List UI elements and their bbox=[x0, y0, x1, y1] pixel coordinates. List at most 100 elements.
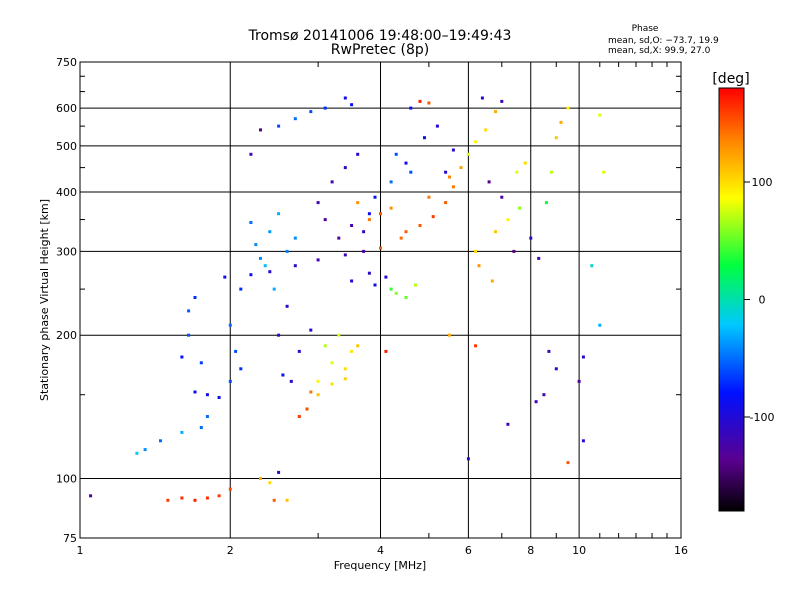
data-point bbox=[590, 264, 594, 268]
data-point bbox=[217, 396, 221, 399]
data-point bbox=[389, 206, 393, 210]
data-point bbox=[297, 415, 301, 418]
data-point bbox=[166, 498, 170, 502]
data-point bbox=[343, 96, 347, 100]
data-point bbox=[542, 393, 546, 397]
data-point bbox=[350, 279, 354, 283]
y-tick-label: 75 bbox=[63, 532, 77, 545]
colorbar-label: [deg] bbox=[712, 71, 749, 87]
chart-subtitle: RwPretec (8p) bbox=[331, 42, 429, 58]
data-point bbox=[228, 323, 232, 327]
data-point bbox=[187, 309, 191, 313]
data-point bbox=[259, 128, 262, 132]
x-tick-label: 6 bbox=[465, 544, 472, 557]
data-point bbox=[423, 136, 426, 140]
data-point bbox=[448, 175, 451, 179]
data-point bbox=[566, 461, 570, 465]
data-point bbox=[337, 333, 341, 337]
data-point bbox=[577, 379, 581, 383]
stats-x-line: mean, sd,X: 99.9, 27.0 bbox=[608, 46, 711, 56]
data-point bbox=[277, 212, 281, 216]
data-point bbox=[448, 333, 451, 337]
data-point bbox=[337, 236, 341, 240]
data-point bbox=[180, 355, 184, 359]
data-point bbox=[217, 494, 221, 498]
data-point bbox=[277, 333, 281, 337]
data-point bbox=[193, 390, 197, 394]
data-point bbox=[534, 400, 538, 404]
data-point bbox=[474, 249, 477, 253]
data-point bbox=[451, 148, 455, 152]
data-point bbox=[249, 273, 253, 277]
x-tick-label: 1 bbox=[77, 544, 84, 557]
data-point bbox=[272, 287, 276, 291]
colorbar-ticks: 100 0 -100 bbox=[744, 176, 774, 424]
data-point bbox=[559, 120, 563, 124]
data-point bbox=[268, 230, 272, 234]
data-point bbox=[350, 103, 354, 107]
data-point bbox=[581, 355, 585, 359]
x-tick-label: 2 bbox=[227, 544, 234, 557]
data-point bbox=[228, 487, 232, 491]
data-point bbox=[484, 128, 488, 132]
stats-o-line: mean, sd,O: −73.7, 19.9 bbox=[608, 36, 719, 46]
data-point bbox=[293, 117, 297, 121]
data-point bbox=[435, 124, 439, 128]
data-point bbox=[494, 230, 497, 234]
x-axis-label: Frequency [MHz] bbox=[334, 559, 426, 572]
data-point bbox=[427, 195, 431, 199]
data-point bbox=[259, 477, 262, 480]
colorbar bbox=[718, 87, 745, 512]
y-tick-label: 100 bbox=[56, 473, 77, 486]
data-point bbox=[343, 253, 347, 257]
chart-title: Tromsø 20141006 19:48:00–19:49:43 bbox=[248, 28, 512, 44]
colorbar-tick-label: 100 bbox=[752, 176, 773, 189]
data-point bbox=[379, 212, 382, 216]
data-point bbox=[249, 221, 253, 224]
data-point bbox=[180, 496, 184, 500]
data-point bbox=[316, 258, 320, 262]
data-point bbox=[289, 379, 293, 383]
data-point bbox=[316, 393, 320, 397]
data-point bbox=[547, 349, 551, 353]
data-point bbox=[263, 264, 267, 268]
data-point bbox=[544, 201, 548, 205]
data-point bbox=[500, 195, 504, 199]
data-point bbox=[518, 206, 522, 210]
data-point bbox=[193, 296, 197, 299]
data-point bbox=[444, 201, 448, 205]
data-point bbox=[309, 328, 313, 332]
data-point bbox=[89, 494, 93, 498]
data-point bbox=[159, 439, 162, 443]
data-point bbox=[293, 264, 297, 268]
data-point bbox=[249, 152, 253, 156]
data-point bbox=[409, 106, 413, 110]
data-point bbox=[459, 166, 463, 170]
data-point bbox=[480, 96, 484, 100]
data-point bbox=[135, 451, 139, 455]
grid-lines bbox=[80, 62, 681, 538]
data-point bbox=[444, 170, 448, 174]
y-tick-label: 500 bbox=[56, 140, 77, 153]
data-point bbox=[506, 422, 510, 426]
data-point bbox=[297, 349, 301, 353]
y-axis-label: Stationary phase Virtual Height [km] bbox=[38, 199, 51, 401]
x-tick-label: 4 bbox=[377, 544, 384, 557]
data-point bbox=[239, 287, 243, 291]
data-point bbox=[205, 496, 209, 500]
data-point bbox=[205, 415, 209, 418]
x-tick-label: 10 bbox=[572, 544, 586, 557]
data-point bbox=[474, 344, 477, 348]
data-point bbox=[602, 170, 606, 174]
data-point bbox=[451, 185, 455, 189]
data-point bbox=[330, 180, 334, 184]
data-point bbox=[285, 498, 289, 502]
data-point bbox=[180, 430, 184, 434]
y-tick-label: 600 bbox=[56, 102, 77, 115]
data-point bbox=[373, 283, 377, 287]
data-point bbox=[254, 243, 258, 247]
data-point bbox=[316, 201, 320, 205]
data-point bbox=[239, 367, 243, 371]
data-point bbox=[487, 180, 491, 184]
data-point bbox=[343, 367, 347, 371]
